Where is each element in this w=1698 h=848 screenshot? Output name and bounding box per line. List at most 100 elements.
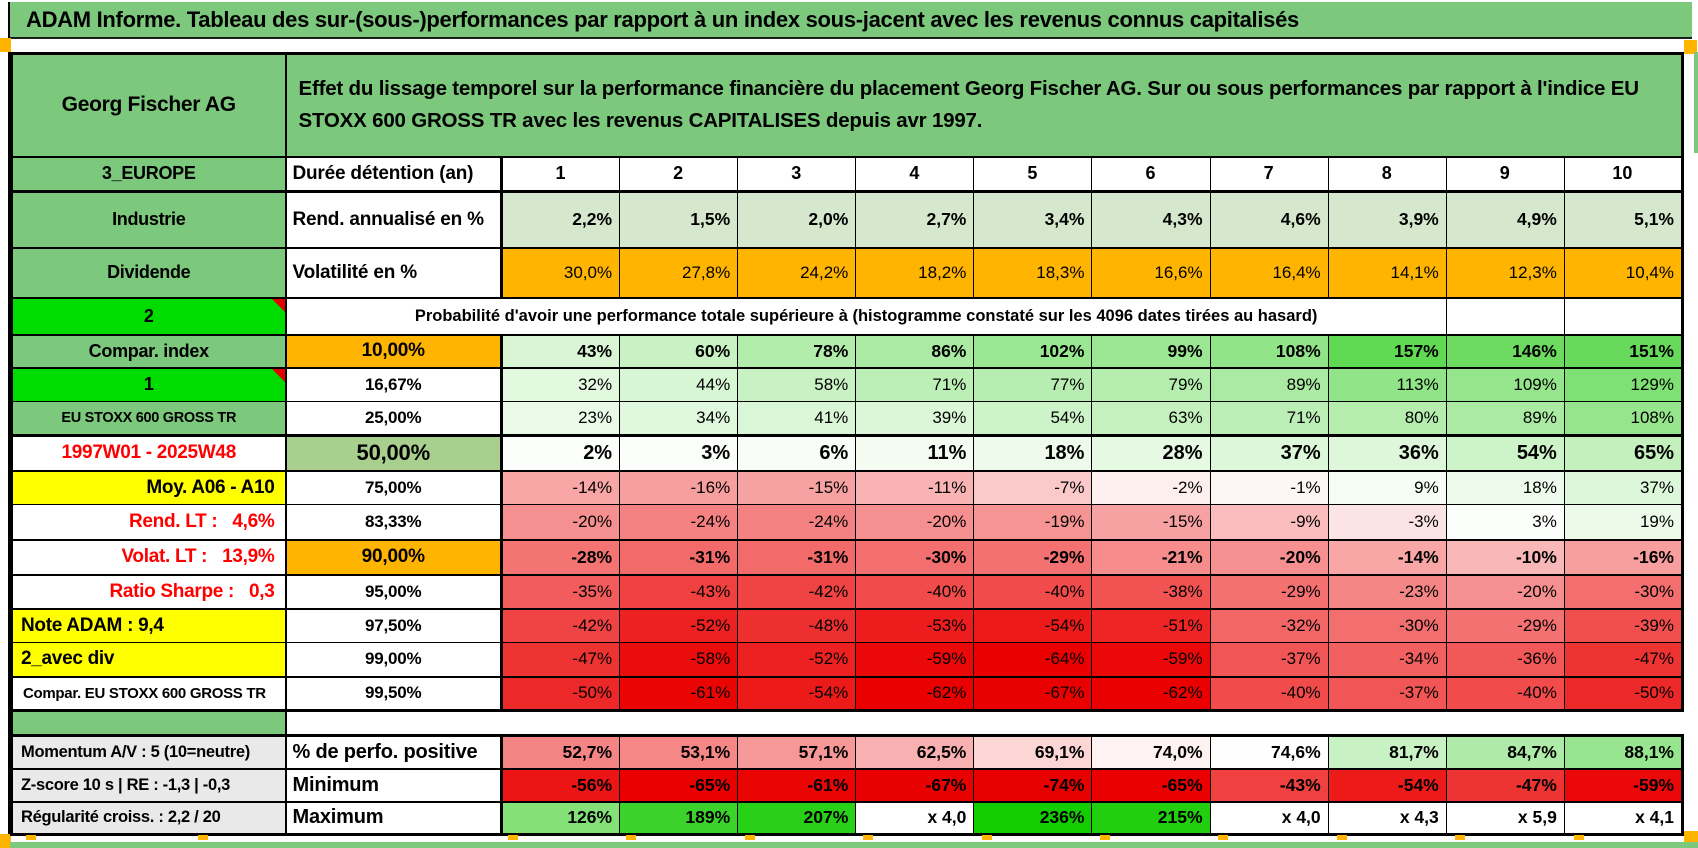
cell-perfo-c5[interactable]: 69,1% <box>973 734 1093 770</box>
cell-max-c7[interactable]: x 4,0 <box>1209 801 1329 836</box>
cell-p975-c4[interactable]: -53% <box>855 608 975 643</box>
cell-rend-c6[interactable]: 4,3% <box>1091 191 1211 249</box>
cell-rend-c8[interactable]: 3,9% <box>1327 191 1447 249</box>
cell-p8333-c9[interactable]: 3% <box>1445 504 1565 541</box>
cell-p8333-c1[interactable]: -20% <box>500 504 621 541</box>
cell-p99-c5[interactable]: -64% <box>973 642 1093 678</box>
cell-p1667-c6[interactable]: 79% <box>1091 367 1211 402</box>
cell-p25-c7[interactable]: 71% <box>1209 401 1329 437</box>
cell-volat-c1[interactable]: 30,0% <box>500 247 621 299</box>
probability-header-cell[interactable]: Probabilité d'avoir une performance tota… <box>285 297 1447 336</box>
cell-p25-c8[interactable]: 80% <box>1327 401 1447 437</box>
cell-p90-c10[interactable]: -16% <box>1563 539 1685 576</box>
cell-p25-c1[interactable]: 23% <box>500 401 621 437</box>
cell-volat-c4[interactable]: 18,2% <box>855 247 975 299</box>
cell-min-c6[interactable]: -65% <box>1091 768 1211 803</box>
cell-duration-c3[interactable]: 3 <box>737 156 857 193</box>
cell-p995-c8[interactable]: -37% <box>1327 676 1447 712</box>
cell-p75-c6[interactable]: -2% <box>1091 470 1211 505</box>
cell-p95-c10[interactable]: -30% <box>1563 574 1685 610</box>
cell-duration-c9[interactable]: 9 <box>1445 156 1565 193</box>
cell-p995-c6[interactable]: -62% <box>1091 676 1211 712</box>
cell-min-c2[interactable]: -65% <box>619 768 739 803</box>
cell-perfo-c7[interactable]: 74,6% <box>1209 734 1329 770</box>
perfo-positive-label[interactable]: % de perfo. positive <box>285 734 503 770</box>
cell-p99-c4[interactable]: -59% <box>855 642 975 678</box>
cell-volat-c7[interactable]: 16,4% <box>1209 247 1329 299</box>
cell-p99-c8[interactable]: -34% <box>1327 642 1447 678</box>
cell-p50-c9[interactable]: 54% <box>1445 435 1565 472</box>
cell-duration-c5[interactable]: 5 <box>973 156 1093 193</box>
cell-rend-c1[interactable]: 2,2% <box>500 191 621 249</box>
rend-lt-label[interactable]: Rend. LT : 4,6% <box>10 504 287 541</box>
cell-p95-c4[interactable]: -40% <box>855 574 975 610</box>
cell-p10-c9[interactable]: 146% <box>1445 334 1565 369</box>
cell-duration-c10[interactable]: 10 <box>1563 156 1685 193</box>
cell-p995-c5[interactable]: -67% <box>973 676 1093 712</box>
cell-max-c8[interactable]: x 4,3 <box>1327 801 1447 836</box>
cell-p1667-c8[interactable]: 113% <box>1327 367 1447 402</box>
cell-duration-c7[interactable]: 7 <box>1209 156 1329 193</box>
avec-div-label[interactable]: 2_avec div <box>10 642 287 678</box>
cell-p1667-c5[interactable]: 77% <box>973 367 1093 402</box>
cell-min-c1[interactable]: -56% <box>500 768 621 803</box>
cell-p1667-c4[interactable]: 71% <box>855 367 975 402</box>
cell-perfo-c9[interactable]: 84,7% <box>1445 734 1565 770</box>
cell-min-c8[interactable]: -54% <box>1327 768 1447 803</box>
cell-p50-c5[interactable]: 18% <box>973 435 1093 472</box>
cell-duration-c4[interactable]: 4 <box>855 156 975 193</box>
cell-perfo-c10[interactable]: 88,1% <box>1563 734 1685 770</box>
cell-perfo-c8[interactable]: 81,7% <box>1327 734 1447 770</box>
cell-p75-c2[interactable]: -16% <box>619 470 739 505</box>
minimum-label[interactable]: Minimum <box>285 768 503 803</box>
cell-p50-c4[interactable]: 11% <box>855 435 975 472</box>
cell-rend-c5[interactable]: 3,4% <box>973 191 1093 249</box>
prob-99-cell[interactable]: 99,00% <box>285 642 503 678</box>
cell-min-c3[interactable]: -61% <box>737 768 857 803</box>
cell-perfo-c6[interactable]: 74,0% <box>1091 734 1211 770</box>
cell-p8333-c10[interactable]: 19% <box>1563 504 1685 541</box>
cell-p90-c5[interactable]: -29% <box>973 539 1093 576</box>
cell-min-c9[interactable]: -47% <box>1445 768 1565 803</box>
cell-p75-c3[interactable]: -15% <box>737 470 857 505</box>
cell-min-c4[interactable]: -67% <box>855 768 975 803</box>
regularite-label[interactable]: Régularité croiss. : 2,2 / 20 <box>10 801 287 836</box>
cell-max-c4[interactable]: x 4,0 <box>855 801 975 836</box>
cell-p975-c5[interactable]: -54% <box>973 608 1093 643</box>
cell-p1667-c9[interactable]: 109% <box>1445 367 1565 402</box>
cell-p975-c1[interactable]: -42% <box>500 608 621 643</box>
cell-p95-c6[interactable]: -38% <box>1091 574 1211 610</box>
cell-p90-c8[interactable]: -14% <box>1327 539 1447 576</box>
prob-75-cell[interactable]: 75,00% <box>285 470 503 505</box>
cell-p8333-c8[interactable]: -3% <box>1327 504 1447 541</box>
cell-volat-c10[interactable]: 10,4% <box>1563 247 1685 299</box>
cell-rend-c4[interactable]: 2,7% <box>855 191 975 249</box>
cell-p25-c6[interactable]: 63% <box>1091 401 1211 437</box>
cell-p90-c2[interactable]: -31% <box>619 539 739 576</box>
cell-p50-c6[interactable]: 28% <box>1091 435 1211 472</box>
cell-p99-c2[interactable]: -58% <box>619 642 739 678</box>
volat-lt-label[interactable]: Volat. LT : 13,9% <box>10 539 287 576</box>
prob-95-cell[interactable]: 95,00% <box>285 574 503 610</box>
cell-rend-c9[interactable]: 4,9% <box>1445 191 1565 249</box>
cell-p95-c9[interactable]: -20% <box>1445 574 1565 610</box>
cell-p95-c7[interactable]: -29% <box>1209 574 1329 610</box>
cell-p90-c4[interactable]: -30% <box>855 539 975 576</box>
cell-max-c3[interactable]: 207% <box>737 801 857 836</box>
cell-p10-c4[interactable]: 86% <box>855 334 975 369</box>
cell-p90-c6[interactable]: -21% <box>1091 539 1211 576</box>
prob-50-cell[interactable]: 50,00% <box>285 435 503 472</box>
cell-p10-c8[interactable]: 157% <box>1327 334 1447 369</box>
cell-duration-c1[interactable]: 1 <box>500 156 621 193</box>
cell-p75-c7[interactable]: -1% <box>1209 470 1329 505</box>
momentum-label[interactable]: Momentum A/V : 5 (10=neutre) <box>10 734 287 770</box>
cell-p1667-c2[interactable]: 44% <box>619 367 739 402</box>
cell-p1667-c10[interactable]: 129% <box>1563 367 1685 402</box>
cell-p10-c1[interactable]: 43% <box>500 334 621 369</box>
prob-10-cell[interactable]: 10,00% <box>285 334 503 369</box>
cell-rend-c7[interactable]: 4,6% <box>1209 191 1329 249</box>
cell-p50-c7[interactable]: 37% <box>1209 435 1329 472</box>
cell-p25-c9[interactable]: 89% <box>1445 401 1565 437</box>
region-label[interactable]: 3_EUROPE <box>10 156 287 193</box>
cell-max-c5[interactable]: 236% <box>973 801 1093 836</box>
